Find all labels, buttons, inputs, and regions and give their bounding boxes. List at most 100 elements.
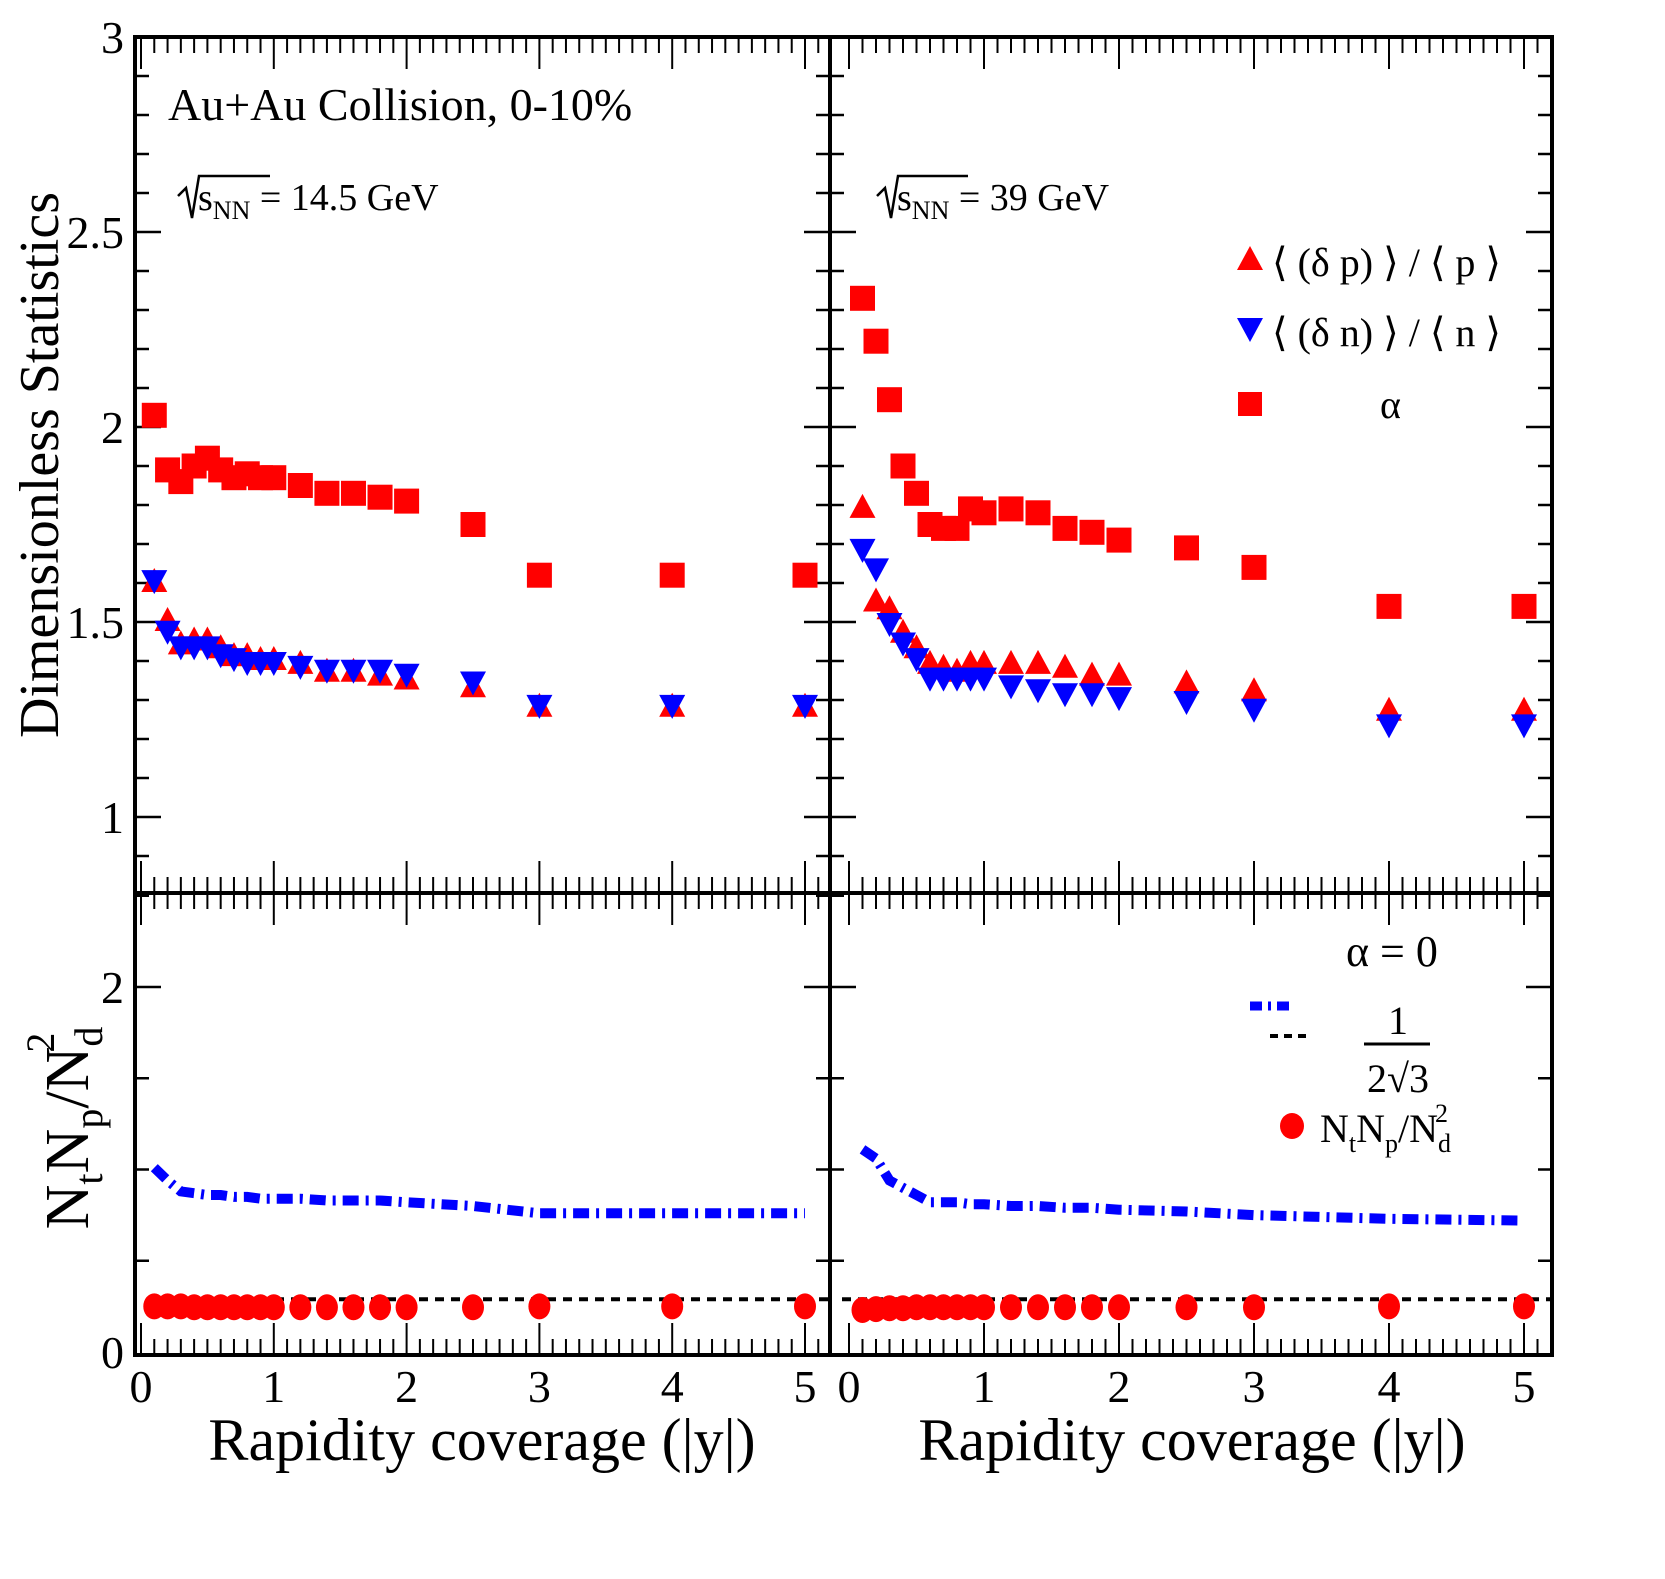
alpha-square-point	[1079, 519, 1105, 545]
ratio-circle-point	[1027, 1294, 1049, 1321]
svg-text:sNN = 39 GeV: sNN = 39 GeV	[897, 177, 1110, 225]
legend-fraction-numerator: 1	[1388, 998, 1408, 1043]
alpha-square-point	[141, 402, 167, 428]
delta-n-triangle-point	[367, 659, 394, 684]
x-tick-label: 5	[794, 1361, 817, 1412]
y-tick-label: 0	[101, 1327, 124, 1378]
alpha-square-point	[1052, 515, 1078, 541]
legend-ratio-label: NtNp/Nd2	[1320, 1099, 1451, 1158]
legend-delta-n-label: ⟨ (δ n) ⟩ / ⟨ n ⟩	[1272, 310, 1501, 355]
ratio-circle-point	[973, 1294, 995, 1321]
delta-p-triangle-point	[1106, 661, 1132, 686]
marks-layer	[141, 285, 1550, 1324]
delta-n-triangle-point	[1052, 683, 1078, 708]
x-tick-label: 4	[1378, 1361, 1401, 1412]
x-tick-label: 2	[1108, 1361, 1131, 1412]
legend-circle-marker	[1280, 1113, 1304, 1139]
ratio-circle-point	[342, 1294, 365, 1321]
delta-n-triangle-point	[849, 538, 876, 563]
ratio-circle-point	[1513, 1293, 1535, 1320]
right-x-axis-title: Rapidity coverage (|y|)	[918, 1407, 1465, 1473]
y-tick-label: 2.5	[67, 207, 125, 258]
alpha-square-point	[904, 480, 929, 506]
svg-text:sNN = 14.5 GeV: sNN = 14.5 GeV	[198, 177, 439, 225]
legend-bottom: α = 0 1 2√3 NtNp/Nd2	[1250, 927, 1451, 1158]
alpha-zero-line	[859, 1145, 1525, 1226]
delta-n-triangle-point	[659, 694, 686, 719]
ratio-circle-point	[1175, 1294, 1198, 1321]
left-energy-s: s	[198, 177, 213, 219]
bottom-y-axis-title: NtNp/Nd2	[18, 1027, 111, 1230]
delta-n-triangle-point	[863, 558, 889, 583]
delta-p-triangle-point	[1173, 669, 1200, 694]
sqrt-symbol-icon	[177, 174, 270, 219]
delta-n-triangle-point	[1106, 687, 1132, 712]
x-tick-label: 3	[528, 1361, 551, 1412]
delta-n-triangle-point	[792, 694, 818, 719]
x-tick-label: 0	[838, 1361, 861, 1412]
legend-ratio-sub-t: t	[1349, 1129, 1357, 1158]
alpha-square-point	[261, 465, 287, 491]
delta-p-triangle-point	[1052, 653, 1078, 678]
ratio-circle-point	[1243, 1294, 1265, 1321]
ratio-circle-point	[1054, 1294, 1076, 1321]
alpha-square-point	[340, 480, 366, 506]
system-annotation: Au+Au Collision, 0-10%	[168, 79, 632, 130]
legend-alpha-zero-label: α = 0	[1346, 927, 1438, 976]
alpha-square-point	[394, 488, 420, 514]
alpha-square-point	[850, 285, 875, 311]
y-tick-label: 1	[101, 792, 124, 843]
alpha-zero-line	[150, 1164, 805, 1219]
ratio-circle-point	[1081, 1294, 1103, 1321]
delta-n-triangle-point	[1025, 679, 1051, 704]
alpha-square-point	[1241, 554, 1267, 580]
delta-n-triangle-point	[1511, 714, 1537, 739]
legend-ratio-sup-2: 2	[1435, 1099, 1448, 1128]
legend-ratio-N1: N	[1320, 1106, 1349, 1151]
ratio-circle-point	[262, 1294, 285, 1321]
legend-delta-p-label: ⟨ (δ p) ⟩ / ⟨ p ⟩	[1272, 240, 1501, 285]
ratio-circle-point	[661, 1293, 684, 1320]
delta-n-triangle-point	[526, 694, 553, 719]
delta-n-triangle-point	[460, 671, 486, 696]
x-tick-label: 0	[130, 1361, 153, 1412]
alpha-square-point	[998, 496, 1024, 522]
svg-text:NtNp/Nd2: NtNp/Nd2	[18, 1027, 111, 1230]
delta-p-triangle-point	[998, 649, 1024, 674]
right-energy-annotation: sNN = 39 GeV	[876, 174, 1110, 225]
ylabel-sub-p: p	[66, 1109, 111, 1129]
ylabel-sup-2: 2	[18, 1033, 63, 1053]
alpha-square-point	[460, 512, 486, 537]
ylabel-N2: N	[34, 1129, 102, 1174]
legend-top: ⟨ (δ p) ⟩ / ⟨ p ⟩ ⟨ (δ n) ⟩ / ⟨ n ⟩ α	[1237, 240, 1501, 427]
y-tick-label: 1.5	[67, 597, 125, 648]
legend-alpha-label: α	[1380, 382, 1401, 427]
outer-frame	[133, 35, 1554, 1357]
alpha-square-point	[659, 562, 685, 588]
delta-p-triangle-point	[863, 587, 889, 612]
ylabel-N1: N	[34, 1185, 102, 1230]
legend-fraction-denominator: 2√3	[1367, 1056, 1429, 1101]
sqrt-symbol-icon	[876, 174, 968, 219]
right-energy-s: s	[897, 177, 912, 219]
ratio-circle-point	[1108, 1294, 1130, 1321]
alpha-square-point	[971, 500, 997, 526]
ratio-circle-point	[462, 1294, 484, 1321]
legend-ratio-N2: N	[1356, 1106, 1385, 1151]
ratio-circle-point	[315, 1294, 338, 1321]
ylabel-slash-N: /N	[34, 1047, 102, 1109]
left-energy-value: = 14.5 GeV	[250, 177, 439, 219]
x-tick-label: 2	[395, 1361, 418, 1412]
delta-n-triangle-point	[154, 620, 181, 645]
delta-p-triangle-point	[1025, 649, 1051, 674]
ratio-circle-point	[1378, 1293, 1400, 1320]
frame-layer	[133, 35, 1554, 1357]
delta-n-triangle-point	[1173, 691, 1200, 715]
ratio-circle-point	[369, 1294, 392, 1321]
alpha-square-point	[1511, 593, 1537, 619]
alpha-square-point	[1174, 535, 1199, 561]
alpha-square-point	[1106, 527, 1132, 553]
alpha-square-point	[890, 453, 916, 479]
